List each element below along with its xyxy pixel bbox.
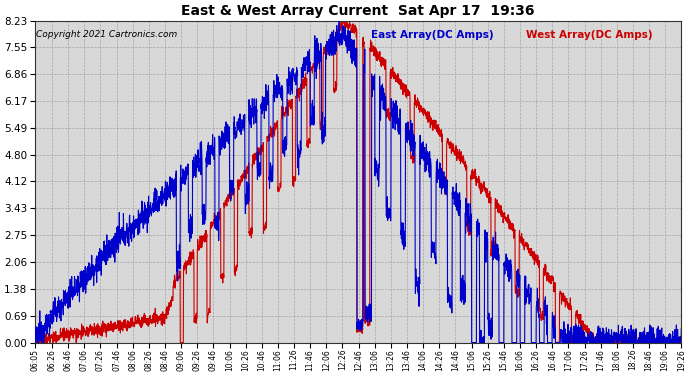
Text: Copyright 2021 Cartronics.com: Copyright 2021 Cartronics.com xyxy=(37,30,177,39)
Title: East & West Array Current  Sat Apr 17  19:36: East & West Array Current Sat Apr 17 19:… xyxy=(181,4,535,18)
Text: West Array(DC Amps): West Array(DC Amps) xyxy=(526,30,653,40)
Text: East Array(DC Amps): East Array(DC Amps) xyxy=(371,30,494,40)
